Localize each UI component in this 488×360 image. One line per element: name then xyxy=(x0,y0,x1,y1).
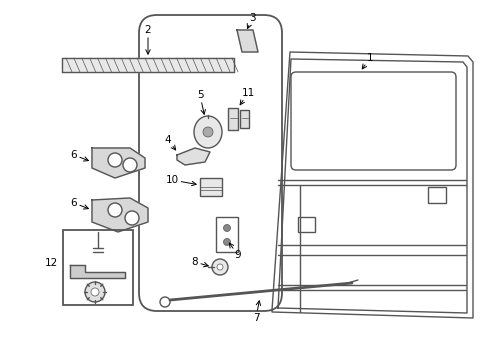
FancyBboxPatch shape xyxy=(139,15,282,311)
Text: 4: 4 xyxy=(164,135,175,150)
Bar xyxy=(427,187,445,203)
Circle shape xyxy=(212,259,227,275)
Polygon shape xyxy=(177,148,209,165)
Circle shape xyxy=(125,211,139,225)
Text: 10: 10 xyxy=(165,175,196,186)
Bar xyxy=(200,178,222,196)
Text: 3: 3 xyxy=(247,13,255,28)
Text: 12: 12 xyxy=(45,258,58,268)
Bar xyxy=(297,217,314,232)
Text: 8: 8 xyxy=(191,257,208,267)
Text: 6: 6 xyxy=(71,198,88,209)
Circle shape xyxy=(108,203,122,217)
Polygon shape xyxy=(92,198,148,232)
Circle shape xyxy=(223,238,230,246)
Bar xyxy=(63,230,133,305)
Text: 2: 2 xyxy=(144,25,151,54)
Text: 1: 1 xyxy=(362,53,372,69)
Polygon shape xyxy=(92,148,145,178)
FancyBboxPatch shape xyxy=(290,72,455,170)
Circle shape xyxy=(91,288,99,296)
Polygon shape xyxy=(62,58,234,72)
Bar xyxy=(227,108,238,130)
Circle shape xyxy=(123,158,137,172)
Text: 5: 5 xyxy=(196,90,205,114)
Circle shape xyxy=(85,282,105,302)
Circle shape xyxy=(108,153,122,167)
Ellipse shape xyxy=(194,116,222,148)
Circle shape xyxy=(160,297,170,307)
Polygon shape xyxy=(70,265,125,278)
Circle shape xyxy=(217,264,223,270)
Bar xyxy=(240,110,248,128)
Circle shape xyxy=(223,225,230,231)
Circle shape xyxy=(203,127,213,137)
Polygon shape xyxy=(237,30,258,52)
Text: 9: 9 xyxy=(229,243,241,260)
Text: 11: 11 xyxy=(240,88,254,105)
Bar xyxy=(216,217,238,252)
Text: 7: 7 xyxy=(252,301,260,323)
Text: 6: 6 xyxy=(71,150,88,161)
